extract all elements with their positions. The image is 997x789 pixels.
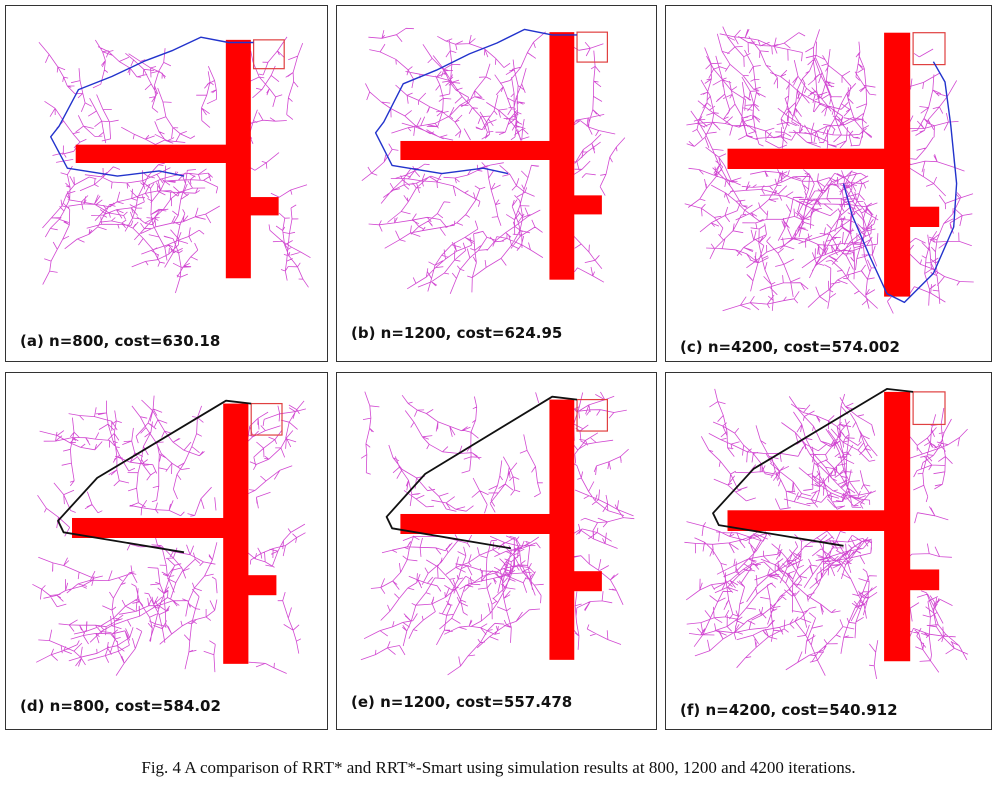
obstacle-horizontal-bar	[727, 148, 902, 169]
obstacle-group	[727, 32, 940, 297]
tree-edges	[361, 27, 626, 294]
rrt-path	[374, 28, 577, 175]
obstacle-group	[400, 32, 602, 280]
panel-label-b: (b) n=1200, cost=624.95	[351, 324, 563, 342]
plot-d	[32, 395, 306, 676]
plot-b	[361, 27, 626, 294]
obstacle-right-stub	[563, 571, 602, 592]
panel-label-d: (d) n=800, cost=584.02	[20, 697, 221, 715]
plot-e	[360, 391, 635, 676]
obstacle-horizontal-bar	[400, 513, 566, 534]
tree-edges	[38, 36, 311, 294]
smart-path	[712, 388, 914, 547]
goal-region	[912, 391, 946, 426]
panel-c: (c) n=4200, cost=574.002	[665, 5, 992, 362]
obstacle-horizontal-bar	[72, 517, 240, 538]
goal-region	[250, 402, 283, 436]
smart-path	[57, 399, 252, 554]
plot-a	[38, 36, 311, 294]
panel-label-a: (a) n=800, cost=630.18	[20, 332, 221, 350]
obstacle-group	[727, 391, 940, 662]
tree-edges	[32, 395, 306, 676]
goal-region	[576, 398, 608, 432]
obstacle-group	[75, 39, 279, 279]
rrt-path	[842, 61, 958, 304]
goal-region	[576, 31, 608, 63]
obstacle-horizontal-bar	[400, 140, 566, 160]
figure-caption: Fig. 4 A comparison of RRT* and RRT*-Sma…	[141, 758, 856, 777]
obstacle-right-stub	[239, 197, 279, 216]
plot-f	[684, 388, 969, 679]
tree-edges	[684, 388, 969, 679]
obstacle-group	[72, 403, 277, 664]
obstacle-horizontal-bar	[727, 510, 902, 531]
rrt-path	[50, 36, 254, 177]
tree-edges	[360, 391, 635, 676]
obstacle-right-stub	[898, 206, 940, 227]
obstacle-right-stub	[563, 195, 602, 215]
obstacle-group	[400, 399, 602, 660]
panel-e: (e) n=1200, cost=557.478	[336, 372, 657, 730]
tree-edges	[684, 26, 974, 314]
obstacle-right-stub	[898, 569, 940, 591]
obstacle-horizontal-bar	[75, 144, 243, 163]
panel-label-c: (c) n=4200, cost=574.002	[680, 338, 900, 356]
panel-label-f: (f) n=4200, cost=540.912	[680, 701, 898, 719]
panel-f: (f) n=4200, cost=540.912	[665, 372, 992, 730]
goal-region	[912, 32, 946, 66]
obstacle-right-stub	[237, 575, 277, 596]
panel-label-e: (e) n=1200, cost=557.478	[351, 693, 573, 711]
panel-b: (b) n=1200, cost=624.95	[336, 5, 657, 362]
goal-region	[253, 39, 285, 70]
panel-a: (a) n=800, cost=630.18	[5, 5, 328, 362]
panel-d: (d) n=800, cost=584.02	[5, 372, 328, 730]
plot-c	[684, 26, 974, 314]
smart-path	[385, 395, 578, 550]
